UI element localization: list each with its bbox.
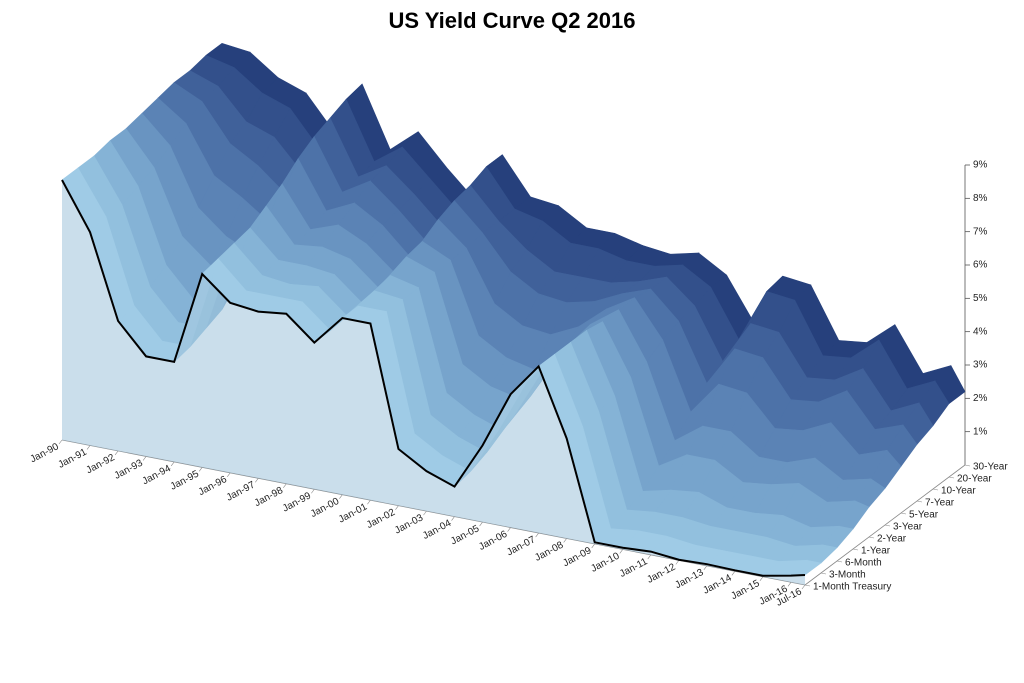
z-tick-label: 9% — [973, 160, 988, 171]
maturity-tick — [884, 524, 891, 527]
x-tick — [451, 516, 455, 521]
x-tick — [563, 538, 567, 543]
maturity-label: 3-Month — [829, 570, 866, 581]
x-tick — [479, 521, 483, 527]
maturity-label: 7-Year — [925, 498, 955, 509]
x-tick — [311, 489, 315, 494]
maturity-tick — [948, 476, 955, 479]
x-tick — [367, 500, 371, 505]
chart-title: US Yield Curve Q2 2016 — [388, 8, 635, 33]
z-tick-label: 2% — [973, 393, 988, 404]
x-tick — [591, 543, 595, 549]
maturity-tick — [852, 548, 859, 551]
maturity-label: 6-Month — [845, 558, 882, 569]
maturity-label: 3-Year — [893, 522, 923, 533]
x-tick — [423, 510, 427, 516]
x-tick — [114, 450, 119, 456]
x-tick — [283, 483, 287, 488]
z-tick-label: 8% — [973, 193, 988, 204]
x-tick — [619, 549, 623, 554]
z-tick-label: 3% — [973, 360, 988, 371]
front-wall — [62, 180, 805, 585]
x-tick — [226, 472, 231, 478]
maturity-label: 20-Year — [957, 474, 992, 485]
maturity-tick — [964, 464, 971, 467]
maturity-tick — [916, 500, 923, 503]
maturity-label: 30-Year — [973, 462, 1008, 473]
maturity-tick — [900, 512, 907, 515]
front-line — [61, 179, 806, 577]
maturity-label: 1-Month Treasury — [813, 582, 891, 593]
x-tick — [731, 571, 736, 576]
x-tick — [787, 582, 792, 587]
x-tick — [255, 478, 259, 483]
x-tick — [58, 439, 63, 445]
z-tick-label: 4% — [973, 326, 988, 337]
x-tick — [170, 461, 175, 467]
x-tick — [535, 532, 539, 538]
maturity-label: 2-Year — [877, 534, 907, 545]
x-tick — [759, 576, 764, 581]
z-tick-label: 5% — [973, 293, 988, 304]
x-tick-label: Jan-10 — [589, 550, 622, 574]
z-tick-label: 7% — [973, 226, 988, 237]
x-tick — [507, 527, 511, 532]
x-tick — [86, 445, 91, 450]
x-tick — [395, 505, 399, 510]
x-tick — [801, 584, 806, 590]
maturity-tick — [804, 584, 811, 587]
z-tick-label: 1% — [973, 426, 988, 437]
maturity-label: 10-Year — [941, 486, 976, 497]
x-tick — [675, 560, 680, 565]
x-tick — [142, 456, 147, 461]
maturity-label: 1-Year — [861, 546, 891, 557]
x-tick — [647, 554, 652, 560]
maturity-tick — [932, 488, 939, 491]
x-tick — [703, 565, 708, 571]
maturity-tick — [836, 560, 843, 563]
maturity-label: 5-Year — [909, 510, 939, 521]
maturity-tick — [868, 536, 875, 539]
z-tick-label: 6% — [973, 260, 988, 271]
maturity-tick — [820, 572, 827, 575]
x-tick — [198, 467, 203, 472]
x-tick — [339, 494, 343, 499]
